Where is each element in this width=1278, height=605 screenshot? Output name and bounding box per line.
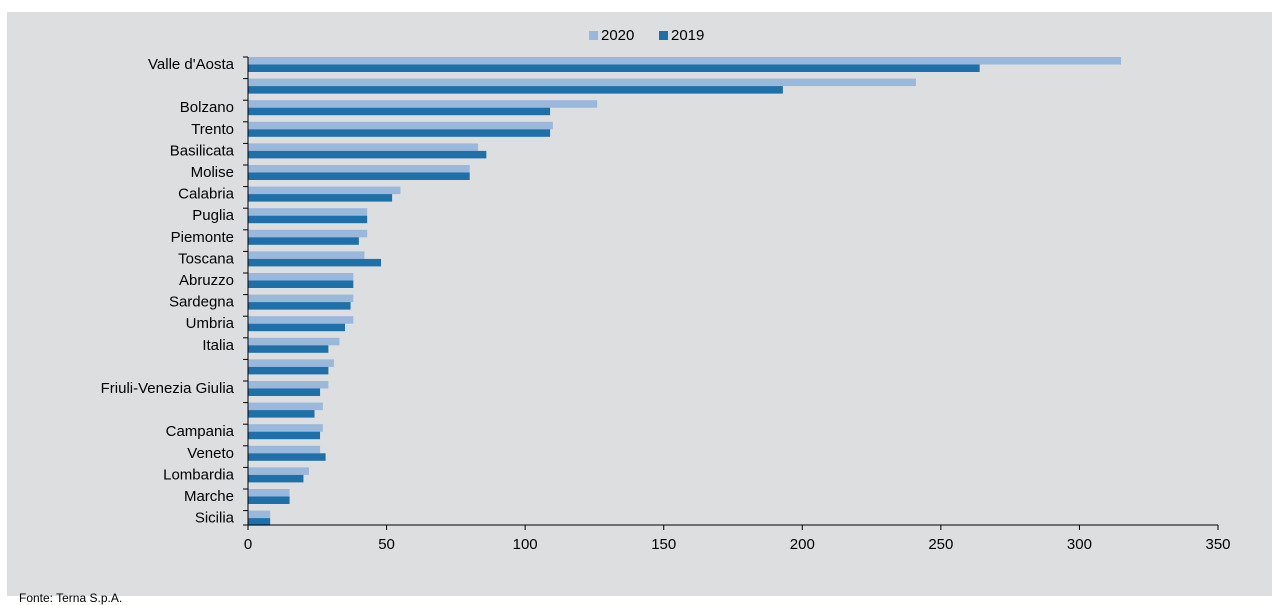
legend-label-2019: 2019	[671, 27, 704, 44]
source-note: Fonte: Terna S.p.A.	[19, 591, 123, 605]
bar-2020-18	[248, 445, 321, 454]
bar-2020-4	[248, 143, 479, 151]
legend-swatch-2020	[589, 31, 598, 40]
chart-frame: 2020 2019 0 50 100 150 200 250 300 350 Valle d'Ao…	[7, 12, 1272, 605]
x-tick-label-2: 100	[513, 536, 538, 553]
bars-group	[248, 57, 1121, 526]
legend-label-2020: 2020	[601, 27, 634, 44]
bar-2019-16	[248, 410, 315, 418]
category-label-7: Puglia	[192, 207, 234, 224]
bar-2019-2	[248, 107, 551, 116]
bar-2019-8	[248, 237, 359, 245]
x-tick-label-3: 150	[651, 536, 676, 553]
category-label-21: Sicilia	[195, 510, 235, 527]
legend: 2020 2019	[589, 27, 704, 44]
category-label-9: Toscana	[178, 250, 235, 267]
bar-2019-19	[248, 474, 304, 483]
bar-2019-13	[248, 345, 329, 353]
bar-2020-2	[248, 100, 598, 108]
bar-2020-5	[248, 165, 470, 173]
bar-2019-17	[248, 431, 321, 440]
bar-2019-4	[248, 150, 487, 159]
bar-2019-15	[248, 388, 321, 396]
bar-2020-11	[248, 294, 354, 303]
labels-group: 0 50 100 150 200 250 300 350 Valle d'Aosta Bolzan…	[101, 56, 1231, 553]
x-tick-label-0: 0	[244, 536, 252, 553]
bar-2019-11	[248, 302, 351, 310]
bar-2020-10	[248, 273, 354, 281]
category-label-19: Lombardia	[163, 466, 235, 483]
bar-2019-1	[248, 86, 783, 94]
x-tick-label-7: 350	[1205, 536, 1230, 553]
bar-2019-7	[248, 215, 368, 224]
category-label-0: Valle d'Aosta	[148, 56, 235, 73]
bar-2020-0	[248, 57, 1121, 65]
bar-2020-15	[248, 381, 329, 389]
bar-2019-18	[248, 453, 326, 461]
category-label-4: Basilicata	[170, 142, 235, 159]
bar-2019-6	[248, 194, 393, 202]
bar-2020-9	[248, 251, 365, 259]
bar-2020-6	[248, 186, 401, 195]
category-label-15: Friuli-Venezia Giulia	[101, 380, 235, 397]
bar-2020-12	[248, 316, 354, 324]
bar-2019-21	[248, 518, 271, 526]
axes-group	[243, 56, 1219, 530]
bar-2020-20	[248, 489, 290, 497]
bar-2019-12	[248, 323, 345, 332]
category-label-6: Calabria	[178, 186, 235, 203]
category-label-5: Molise	[191, 164, 234, 181]
x-tick-label-6: 300	[1067, 536, 1092, 553]
bar-2020-21	[248, 510, 271, 519]
bar-2019-20	[248, 496, 290, 504]
category-label-17: Campania	[166, 423, 235, 440]
bar-2020-8	[248, 229, 368, 238]
x-tick-label-4: 200	[790, 536, 815, 553]
x-tick-label-1: 50	[378, 536, 395, 553]
category-label-2: Bolzano	[180, 99, 234, 116]
bar-2020-3	[248, 121, 553, 130]
bar-2020-16	[248, 402, 323, 411]
legend-swatch-2019	[659, 31, 668, 40]
bar-2019-14	[248, 366, 329, 375]
category-label-3: Trento	[191, 121, 234, 138]
bar-2019-5	[248, 172, 470, 180]
bar-2019-3	[248, 129, 551, 137]
bar-2020-13	[248, 337, 340, 346]
bar-2020-1	[248, 78, 916, 87]
bar-2020-19	[248, 467, 309, 475]
category-label-12: Umbria	[186, 315, 235, 332]
category-label-11: Sardegna	[169, 294, 235, 311]
bar-2020-17	[248, 424, 323, 432]
category-label-10: Abruzzo	[179, 272, 234, 289]
category-label-13: Italia	[202, 337, 234, 354]
x-tick-label-5: 250	[928, 536, 953, 553]
bar-2020-7	[248, 208, 368, 216]
bar-2019-10	[248, 280, 354, 288]
bar-2019-9	[248, 258, 382, 267]
category-label-8: Piemonte	[171, 229, 234, 246]
bar-2019-0	[248, 64, 980, 72]
category-label-18: Veneto	[187, 445, 234, 462]
category-label-20: Marche	[184, 488, 234, 505]
bar-chart: 2020 2019 0 50 100 150 200 250 300 350 Valle d'Ao…	[101, 27, 1231, 553]
bar-2020-14	[248, 359, 334, 367]
